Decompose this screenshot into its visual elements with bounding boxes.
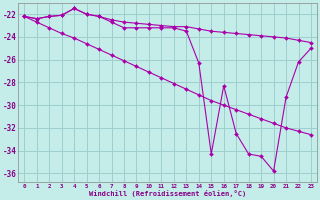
X-axis label: Windchill (Refroidissement éolien,°C): Windchill (Refroidissement éolien,°C) (89, 190, 246, 197)
